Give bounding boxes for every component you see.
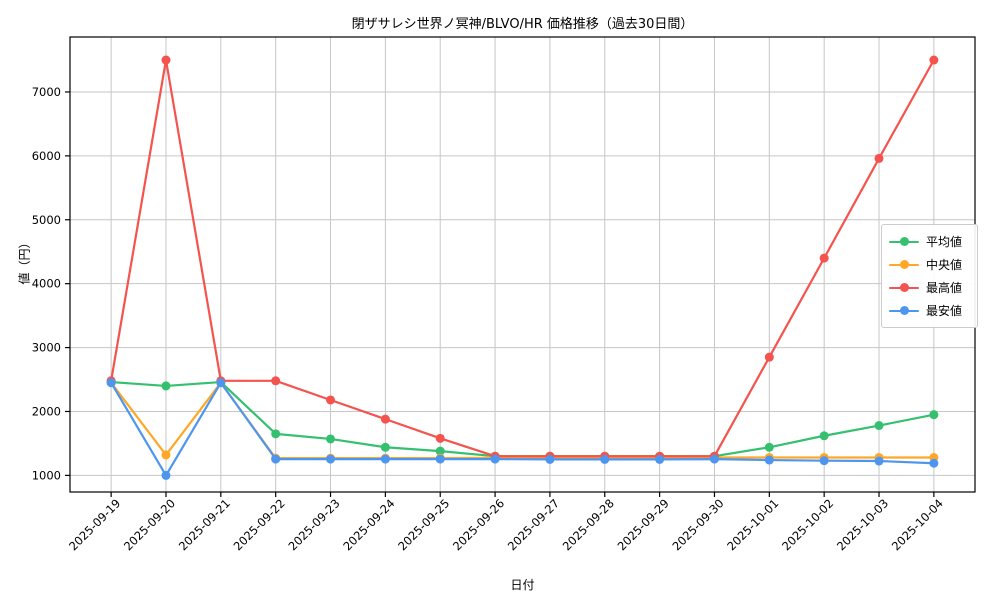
x-tick-label: 2025-09-29 — [615, 496, 672, 553]
chart-title: 閉ザサレシ世界ノ冥神/BLVO/HR 価格推移（過去30日間） — [351, 17, 694, 32]
axes-frame — [69, 36, 976, 493]
series-line-min — [110, 381, 934, 477]
y-tick-label: 3000 — [32, 341, 61, 355]
legend-marker-min-icon — [889, 306, 919, 316]
x-tick-label: 2025-09-27 — [505, 496, 562, 553]
data-point-average — [819, 431, 829, 441]
x-tick-label: 2025-10-02 — [779, 496, 836, 553]
legend-item-min: 最安値 — [889, 299, 969, 322]
data-point-max — [271, 376, 281, 386]
x-tick-label: 2025-09-28 — [560, 496, 617, 553]
x-tick-label: 2025-09-25 — [395, 496, 452, 553]
legend-marker-median-icon — [889, 260, 919, 270]
data-point-min — [161, 470, 171, 480]
x-tick-label: 2025-09-20 — [121, 496, 178, 553]
y-tick-label: 1000 — [32, 468, 61, 482]
legend-label-min: 最安値 — [926, 304, 963, 318]
series-max — [106, 55, 939, 461]
data-point-min — [600, 454, 610, 464]
data-point-average — [271, 429, 281, 439]
y-tick-label: 5000 — [32, 213, 61, 227]
legend-label-max: 最高値 — [926, 281, 963, 295]
series-min — [106, 378, 939, 480]
data-point-min — [380, 454, 390, 464]
tick-marks: 10002000300040005000600070002025-09-1920… — [32, 85, 946, 553]
data-point-min — [709, 454, 719, 464]
x-axis-label: 日付 — [510, 578, 535, 592]
data-point-min — [819, 456, 829, 466]
x-tick-label: 2025-10-04 — [889, 496, 946, 553]
data-point-min — [764, 455, 774, 465]
data-point-average — [929, 410, 939, 420]
data-point-max — [326, 395, 336, 405]
data-point-max — [929, 55, 939, 65]
data-point-min — [490, 454, 500, 464]
data-point-max — [764, 352, 774, 362]
data-point-min — [874, 456, 884, 466]
series-line-average — [111, 380, 935, 458]
data-point-average — [435, 446, 445, 456]
y-tick-label: 2000 — [32, 404, 61, 418]
data-point-max — [380, 414, 390, 424]
legend-label-average: 平均値 — [926, 235, 963, 249]
x-tick-label: 2025-10-01 — [724, 496, 781, 553]
data-point-average — [764, 442, 774, 452]
legend-item-average: 平均値 — [889, 230, 969, 253]
data-point-min — [435, 454, 445, 464]
data-point-min — [655, 454, 665, 464]
data-point-min — [326, 454, 336, 464]
x-tick-label: 2025-09-24 — [340, 496, 397, 553]
data-point-min — [106, 378, 116, 388]
data-point-max — [161, 55, 171, 65]
data-point-max — [435, 433, 445, 443]
gridlines — [70, 37, 975, 492]
legend-label-median: 中央値 — [926, 258, 963, 272]
series-average — [106, 377, 939, 461]
x-tick-label: 2025-09-26 — [450, 496, 507, 553]
legend-marker-max-icon — [889, 283, 919, 293]
data-point-max — [874, 153, 884, 163]
x-tick-label: 2025-09-30 — [669, 496, 726, 553]
data-point-min — [216, 378, 226, 388]
legend: 平均値中央値最高値最安値 — [881, 224, 978, 328]
data-point-average — [380, 442, 390, 452]
series-line-max — [110, 58, 935, 458]
data-point-min — [271, 454, 281, 464]
y-tick-label: 6000 — [32, 149, 61, 163]
legend-item-max: 最高値 — [889, 276, 969, 299]
data-point-average — [161, 381, 171, 391]
x-tick-label: 2025-10-03 — [834, 496, 891, 553]
y-tick-label: 7000 — [32, 85, 61, 99]
y-tick-label: 4000 — [32, 277, 61, 291]
data-point-average — [326, 434, 336, 444]
data-point-median — [161, 450, 171, 460]
x-tick-label: 2025-09-22 — [231, 496, 288, 553]
x-tick-label: 2025-09-21 — [176, 496, 233, 553]
x-tick-label: 2025-09-23 — [285, 496, 342, 553]
x-tick-label: 2025-09-19 — [66, 496, 123, 553]
data-point-average — [874, 421, 884, 431]
data-point-max — [819, 253, 829, 263]
legend-item-median: 中央値 — [889, 253, 969, 276]
data-point-min — [545, 454, 555, 464]
data-point-min — [929, 458, 939, 468]
y-axis-label: 値（円） — [17, 236, 32, 285]
legend-marker-average-icon — [889, 237, 919, 247]
